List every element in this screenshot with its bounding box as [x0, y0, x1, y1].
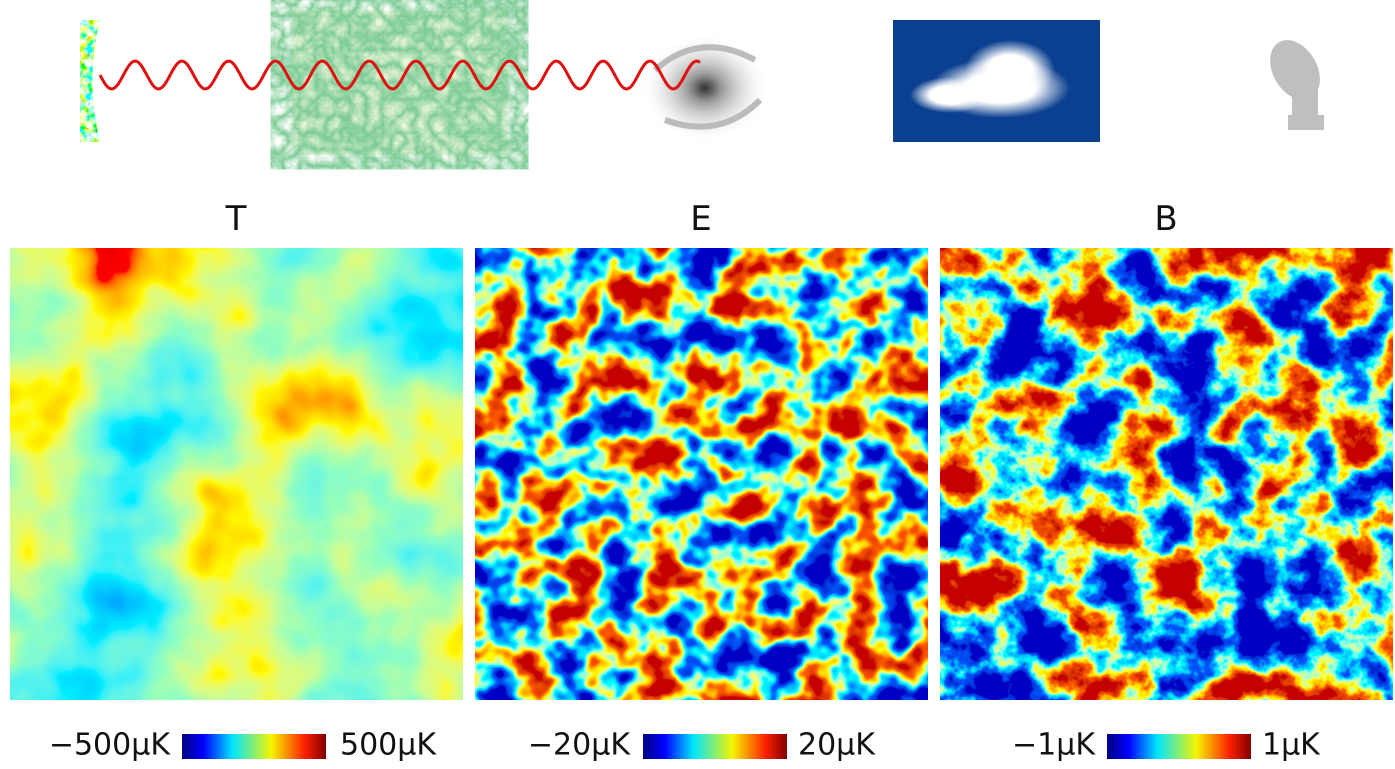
colorbar — [643, 734, 787, 759]
page: T E B −500μK 500μK −20μK 20μK −1μK 1μK (… — [0, 0, 1395, 769]
colorbar-min: −20μK — [528, 728, 631, 763]
colorbar-max: 1μK — [1262, 728, 1321, 763]
mount — [1292, 85, 1318, 115]
cmb-surface — [78, 20, 102, 142]
colorbar-min: −500μK — [49, 728, 171, 763]
panel-title: B — [1154, 199, 1177, 239]
figure: T E B −500μK 500μK −20μK 20μK −1μK 1μK — [0, 0, 1395, 769]
illustration — [78, 10, 1330, 155]
colorbar-max: 500μK — [340, 728, 437, 763]
panel-title: T — [225, 199, 247, 239]
panel-title: E — [690, 199, 711, 239]
base — [1288, 115, 1324, 130]
cloud-part — [910, 77, 990, 113]
colorbar — [182, 734, 326, 759]
b-map — [940, 248, 1393, 700]
colorbar-max: 20μK — [798, 728, 876, 763]
t-map — [10, 248, 463, 700]
colorbar — [1107, 734, 1251, 759]
telescope — [1260, 31, 1330, 130]
e-map — [475, 248, 928, 700]
colorbar-min: −1μK — [1012, 728, 1096, 763]
